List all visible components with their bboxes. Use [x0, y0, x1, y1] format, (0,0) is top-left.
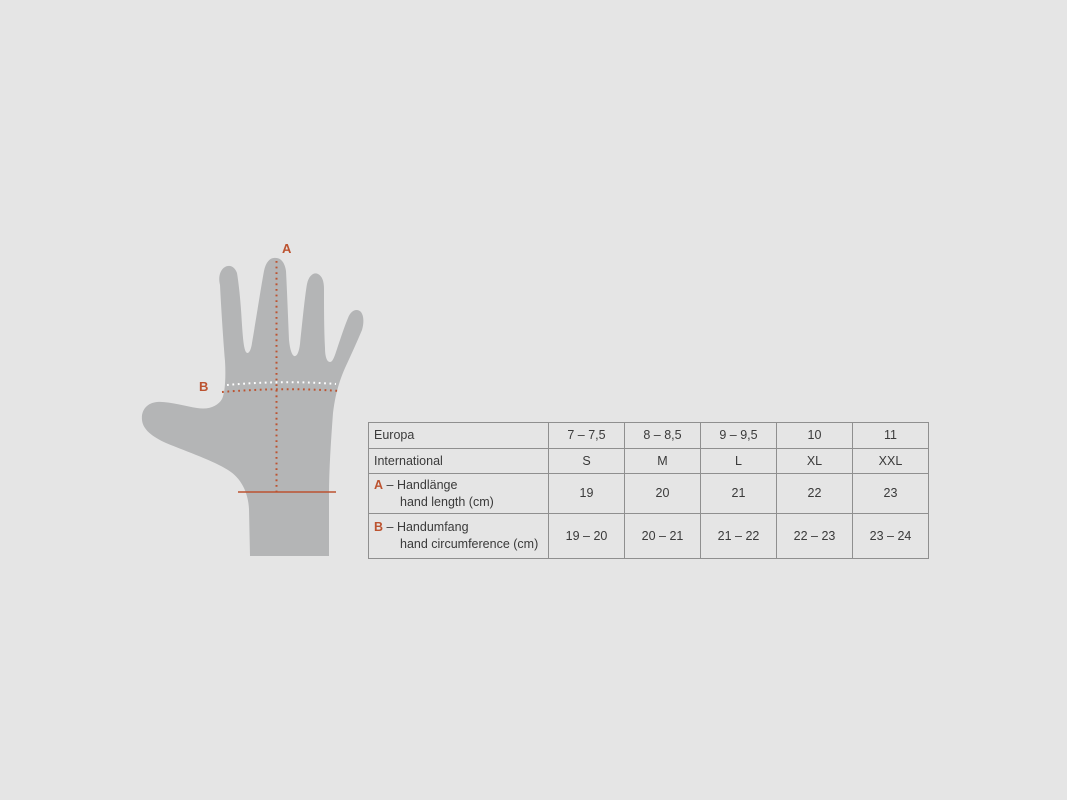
row-label-hand-length: A – Handlänge hand length (cm) — [368, 473, 549, 514]
size-table: Europa 7 – 7,5 8 – 8,5 9 – 9,5 10 11 Int… — [368, 422, 929, 559]
label-b: B — [199, 379, 209, 394]
marker-b: B — [374, 520, 384, 534]
table-cell: 7 – 7,5 — [548, 422, 625, 449]
table-cell: 20 – 21 — [624, 513, 701, 559]
hand-silhouette — [141, 257, 364, 556]
marker-a: A — [374, 477, 384, 492]
table-cell: XXL — [852, 448, 929, 474]
label-a: A — [282, 241, 292, 256]
row-label-hand-circumference: B – Handumfang hand circumference (cm) — [368, 513, 549, 559]
table-cell: 21 – 22 — [700, 513, 777, 559]
dash: – — [386, 520, 394, 534]
table-cell: 21 — [700, 473, 777, 514]
table-row-hand-length: A – Handlänge hand length (cm) 19 20 21 … — [368, 473, 929, 514]
table-cell: 19 — [548, 473, 625, 514]
table-cell: 8 – 8,5 — [624, 422, 701, 449]
table-cell: 11 — [852, 422, 929, 449]
table-row-europa: Europa 7 – 7,5 8 – 8,5 9 – 9,5 10 11 — [368, 422, 929, 449]
label-de: Handumfang — [396, 520, 469, 534]
table-cell: M — [624, 448, 701, 474]
row-label-europa: Europa — [368, 422, 549, 449]
measure-line-b — [221, 388, 341, 393]
table-cell: S — [548, 448, 625, 474]
hand-measurement-diagram: A B — [130, 241, 380, 567]
row-label-line-de: B – Handumfang — [374, 519, 548, 536]
table-cell: 20 — [624, 473, 701, 514]
row-label-line-en: hand length (cm) — [400, 494, 494, 509]
table-cell: 19 – 20 — [548, 513, 625, 559]
table-cell: 23 — [852, 473, 929, 514]
dash: – — [386, 477, 394, 492]
row-label-line-de: A – Handlänge — [374, 477, 548, 494]
table-row-hand-circumference: B – Handumfang hand circumference (cm) 1… — [368, 513, 929, 559]
table-cell: 23 – 24 — [852, 513, 929, 559]
row-label-international: International — [368, 448, 549, 474]
measure-line-b-white — [226, 381, 337, 386]
table-cell: 22 – 23 — [776, 513, 853, 559]
table-row-international: International S M L XL XXL — [368, 448, 929, 474]
hand-illustration — [141, 257, 364, 556]
table-cell: 9 – 9,5 — [700, 422, 777, 449]
label-de: Handlänge — [396, 477, 458, 492]
row-label-line-en: hand circumference (cm) — [400, 537, 539, 551]
table-cell: L — [700, 448, 777, 474]
table-cell: 22 — [776, 473, 853, 514]
table-cell: XL — [776, 448, 853, 474]
table-cell: 10 — [776, 422, 853, 449]
